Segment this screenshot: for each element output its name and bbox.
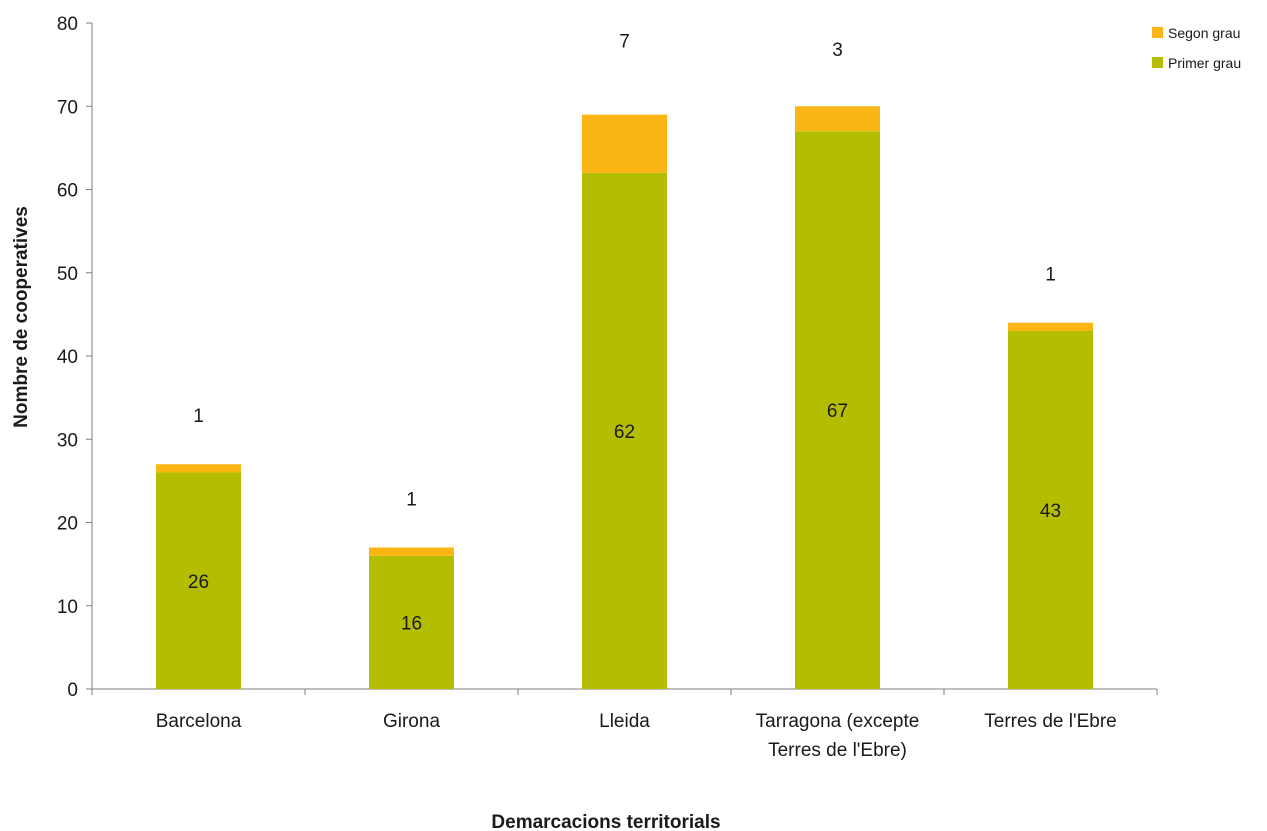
bar-primer-grau [369, 555, 454, 689]
x-axis-title: Demarcacions territorials [491, 812, 720, 831]
data-label-primer-grau: 16 [401, 613, 422, 634]
x-category-label: Tarragona (excepte Terres de l'Ebre) [756, 711, 920, 761]
bar-primer-grau [582, 172, 667, 690]
x-category-label: Terres de l'Ebre [984, 711, 1116, 732]
x-category-label-line: Terres de l'Ebre [984, 711, 1116, 732]
data-label-segon-grau: 1 [193, 406, 204, 427]
x-category-label-line: Tarragona (excepte [756, 711, 920, 732]
bar-segon-grau [1008, 322, 1093, 332]
legend-swatch [1152, 57, 1163, 68]
y-tick-label: 20 [57, 514, 78, 535]
data-label-segon-grau: 1 [406, 489, 417, 510]
data-label-primer-grau: 67 [827, 401, 848, 422]
x-category-label-line: Terres de l'Ebre) [768, 740, 907, 761]
legend-swatch [1152, 27, 1163, 38]
y-tick-label: 60 [57, 181, 78, 202]
y-tick-label: 10 [57, 597, 78, 618]
y-axis-title: Nombre de cooperatives [11, 206, 32, 428]
legend-label: Primer grau [1168, 55, 1241, 71]
y-tick-label: 0 [67, 680, 78, 701]
bar-segon-grau [582, 114, 667, 173]
data-labels: 26 1 16 1 62 7 67 3 43 1 [188, 31, 1061, 634]
y-tick-label: 80 [57, 14, 78, 35]
x-category-label: Barcelona [156, 711, 242, 732]
data-label-primer-grau: 62 [614, 422, 635, 443]
data-label-primer-grau: 26 [188, 572, 209, 593]
legend: Segon grau Primer grau [1152, 25, 1241, 71]
data-label-segon-grau: 3 [832, 40, 843, 61]
x-axis: Barcelona Girona Lleida Tarragona (excepte T… [91, 688, 1158, 761]
legend-label: Segon grau [1168, 25, 1240, 41]
x-category-label: Girona [383, 711, 440, 732]
bar-segon-grau [156, 464, 241, 473]
data-label-segon-grau: 7 [619, 31, 630, 52]
y-tick-label: 70 [57, 97, 78, 118]
bar-segon-grau [795, 106, 880, 132]
x-category-label-line: Girona [383, 711, 440, 732]
bar-segon-grau [369, 547, 454, 556]
y-tick-label: 50 [57, 264, 78, 285]
y-axis: 0 10 20 30 40 50 60 70 80 [57, 14, 93, 701]
bar-primer-grau [156, 472, 241, 689]
x-category-label: Lleida [599, 711, 650, 732]
y-tick-label: 40 [57, 347, 78, 368]
bar-primer-grau [795, 131, 880, 690]
x-category-label-line: Barcelona [156, 711, 242, 732]
x-category-label-line: Lleida [599, 711, 650, 732]
bars [156, 106, 1093, 690]
y-tick-label: 30 [57, 430, 78, 451]
data-label-primer-grau: 43 [1040, 501, 1061, 522]
data-label-segon-grau: 1 [1045, 265, 1056, 286]
bar-primer-grau [1008, 331, 1093, 689]
